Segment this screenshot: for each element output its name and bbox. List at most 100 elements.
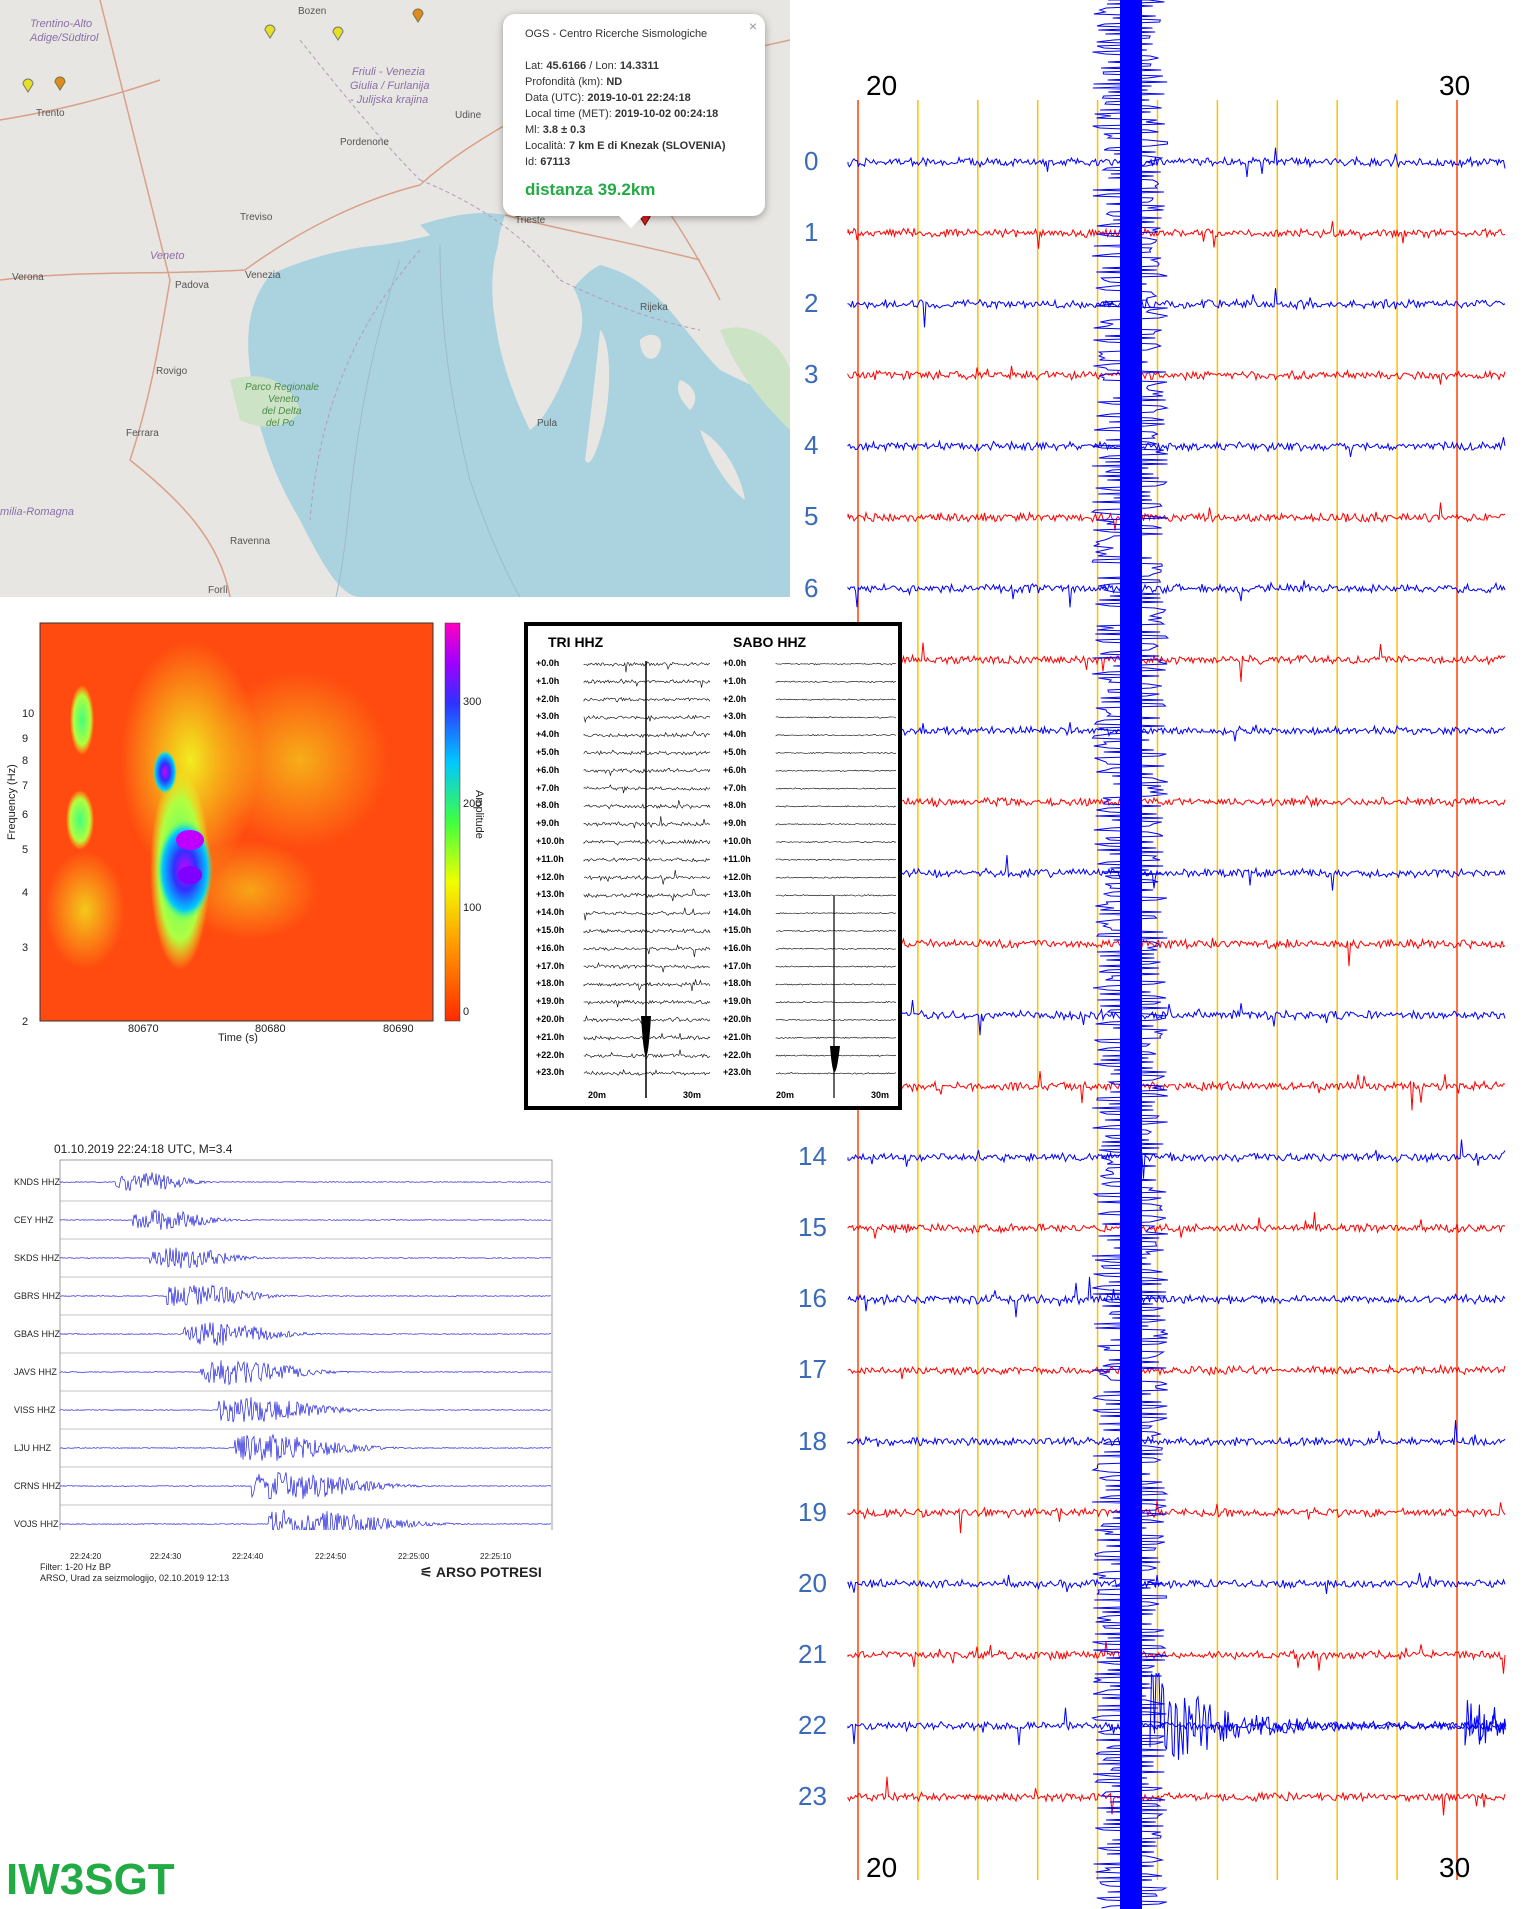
tri-trace-14 bbox=[583, 907, 711, 921]
map-label-2: Adige/Südtirol bbox=[30, 32, 99, 44]
spectrogram-ylabel: Frequency (Hz) bbox=[6, 764, 18, 840]
tri-hour-label-17: +17.0h bbox=[536, 960, 565, 971]
helicorder-row-label-3: 3 bbox=[804, 359, 819, 390]
map-label-16: Rovigo bbox=[156, 366, 188, 377]
sabo-trace-23 bbox=[775, 1072, 897, 1075]
arso-trace-1 bbox=[59, 1208, 552, 1230]
arso-traces bbox=[59, 1159, 553, 1530]
map-label-11: Trieste bbox=[515, 215, 546, 226]
sabo-hour-label-14: +14.0h bbox=[723, 907, 752, 918]
tri-hour-label-20: +20.0h bbox=[536, 1014, 565, 1024]
helicorder-top-right-label: 30 bbox=[1439, 70, 1471, 101]
helicorder-plot bbox=[847, 0, 1507, 1909]
arso-station-5: JAVS HHZ bbox=[14, 1367, 57, 1377]
tri-hour-label-19: +19.0h bbox=[536, 996, 565, 1007]
sabo-trace-9 bbox=[775, 822, 897, 826]
tri-hour-label-22: +22.0h bbox=[536, 1049, 565, 1060]
map-label-24: Ravenna bbox=[230, 536, 271, 547]
tri-trace-17 bbox=[583, 962, 711, 973]
helicorder-row-label-16: 16 bbox=[798, 1283, 827, 1314]
sabo-trace-2 bbox=[775, 698, 897, 701]
tri-quake-burst bbox=[641, 1016, 651, 1056]
tri-trace-4 bbox=[583, 730, 711, 738]
helicorder-trace-4 bbox=[847, 437, 1506, 457]
map-label-13: Verona bbox=[12, 272, 44, 283]
earthquake-map[interactable]: Bozen Trentino-Alto Adige/Südtirol Trento Fr… bbox=[0, 0, 790, 597]
helicorder-trace-11 bbox=[847, 937, 1506, 967]
helicorder-trace-10 bbox=[847, 855, 1506, 892]
sabo-trace-15 bbox=[775, 929, 897, 933]
tri-trace-12 bbox=[583, 870, 711, 885]
spectrogram-ytick-0: 10 bbox=[22, 708, 35, 721]
sabo-hour-label-13: +13.0h bbox=[723, 889, 752, 900]
tri-hour-label-4: +4.0h bbox=[536, 729, 560, 740]
tri-hour-label-6: +6.0h bbox=[536, 764, 560, 775]
gulf-trieste bbox=[420, 213, 505, 245]
sabo-hour-label-17: +17.0h bbox=[723, 960, 752, 971]
map-label-4: Friuli - Venezia bbox=[352, 66, 425, 78]
map-label-20: del Po bbox=[266, 418, 295, 429]
map-label-15: Rijeka bbox=[640, 302, 668, 313]
helicorder-trace-5 bbox=[847, 502, 1506, 531]
sabo-title: SABO HHZ bbox=[733, 634, 807, 650]
tri-trace-11 bbox=[583, 857, 711, 863]
sabo-trace-7 bbox=[775, 787, 897, 790]
helicorder-row-label-20: 20 bbox=[798, 1567, 827, 1598]
popup-close-icon[interactable]: × bbox=[748, 18, 757, 34]
map-label-10: Veneto bbox=[150, 250, 185, 262]
helicorder-trace-0 bbox=[847, 147, 1506, 178]
arso-xtick-2: 22:24:40 bbox=[232, 1552, 264, 1561]
spectrogram-panel: Frequency (Hz) Time (s) Amplitude 10 9 8 7 6… bbox=[0, 610, 485, 1050]
sabo-x-right: 30m bbox=[871, 1090, 890, 1100]
spectrogram-ytick-1: 9 bbox=[22, 733, 29, 745]
sabo-hour-label-1: +1.0h bbox=[723, 675, 747, 686]
helicorder-trace-17 bbox=[847, 1363, 1506, 1380]
spectrogram-ytick-3: 7 bbox=[22, 779, 29, 792]
tri-trace-0 bbox=[583, 661, 711, 673]
popup-latlon: Lat: 45.6166 / Lon: 14.3311 bbox=[525, 60, 659, 72]
helicorder-trace-18 bbox=[847, 1420, 1506, 1448]
tri-hour-label-9: +9.0h bbox=[536, 818, 560, 829]
arso-logo-icon: ⚟ bbox=[420, 1564, 436, 1580]
tri-trace-18 bbox=[583, 979, 711, 992]
helicorder-row-label-5: 5 bbox=[804, 501, 819, 532]
helicorder-trace-8 bbox=[847, 715, 1506, 742]
helicorder-trace-22 bbox=[847, 1707, 1506, 1746]
tri-sabo-traces bbox=[583, 661, 897, 1098]
map-label-8: Pordenone bbox=[340, 137, 389, 148]
map-label-3: Trento bbox=[36, 108, 65, 119]
tri-hour-label-3: +3.0h bbox=[536, 711, 560, 722]
sabo-trace-3 bbox=[775, 716, 897, 719]
tri-trace-10 bbox=[583, 838, 711, 846]
arso-station-1: CEY HHZ bbox=[14, 1215, 54, 1225]
sabo-hour-label-3: +3.0h bbox=[723, 711, 747, 722]
tri-trace-6 bbox=[583, 767, 711, 777]
tri-x-right: 30m bbox=[683, 1090, 702, 1100]
sabo-trace-12 bbox=[775, 876, 897, 879]
colorbar-tick-2: 100 bbox=[463, 902, 482, 914]
arso-station-3: GBRS HHZ bbox=[14, 1291, 61, 1301]
spectrogram-ytick-8: 2 bbox=[22, 1015, 29, 1028]
spectrogram-xtick-1: 80680 bbox=[255, 1023, 286, 1035]
istria bbox=[492, 240, 583, 430]
sabo-trace-1 bbox=[775, 680, 897, 684]
helicorder-row-label-6: 6 bbox=[804, 572, 819, 603]
island-rab bbox=[678, 380, 696, 410]
arso-trace-2 bbox=[59, 1247, 552, 1269]
arso-logo: ⚟ ARSO POTRESI bbox=[420, 1564, 542, 1580]
sabo-trace-4 bbox=[775, 733, 897, 737]
arso-station-8: CRNS HHZ bbox=[14, 1481, 61, 1491]
helicorder-trace-13 bbox=[847, 1071, 1506, 1111]
arso-station-0: KNDS HHZ bbox=[14, 1177, 61, 1187]
helicorder-row-label-0: 0 bbox=[804, 146, 819, 176]
sabo-hour-label-9: +9.0h bbox=[723, 818, 747, 829]
helicorder-row-label-2: 2 bbox=[804, 288, 819, 319]
sabo-trace-10 bbox=[775, 841, 897, 844]
map-label-19: del Delta bbox=[262, 406, 302, 417]
island-pag bbox=[700, 430, 745, 500]
helicorder-trace-3 bbox=[847, 365, 1506, 385]
tri-hour-label-2: +2.0h bbox=[536, 693, 560, 704]
tri-hour-label-18: +18.0h bbox=[536, 978, 565, 989]
helicorder-row-label-15: 15 bbox=[798, 1212, 827, 1243]
event-popup[interactable]: × OGS - Centro Ricerche Sismologiche Lat… bbox=[503, 14, 765, 228]
